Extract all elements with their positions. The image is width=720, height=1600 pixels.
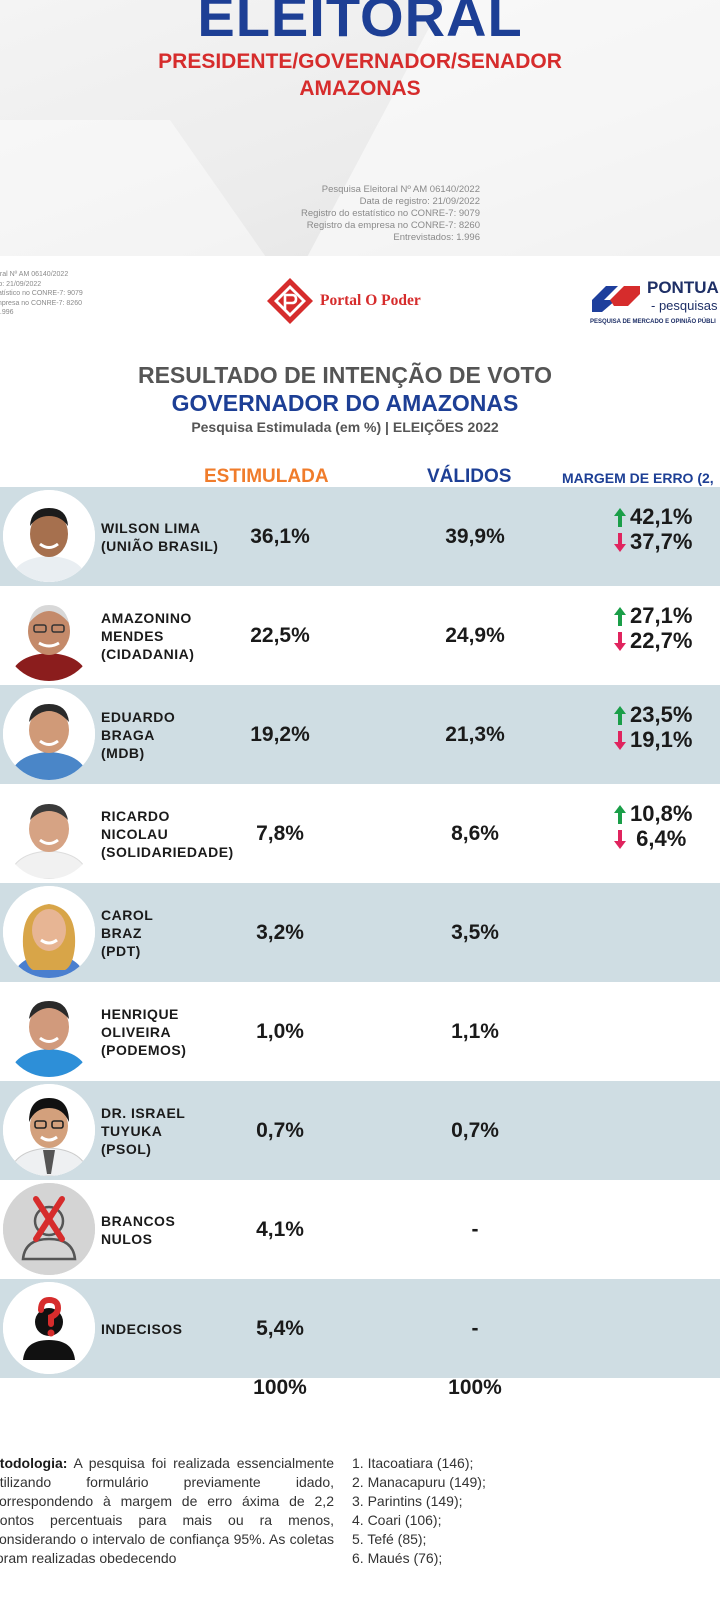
result-title: RESULTADO DE INTENÇÃO DE VOTO <box>137 362 553 388</box>
arrow-down-icon <box>614 532 626 552</box>
arrow-up-icon <box>614 705 626 725</box>
methodology-text: etodologia: A pesquisa foi realizada ess… <box>0 1454 334 1568</box>
validos-value: 39,9% <box>445 524 505 548</box>
arrow-up-icon <box>614 804 626 824</box>
header-banner: ELEITORAL PRESIDENTE/GOVERNADOR/SENADOR … <box>0 0 720 256</box>
candidate-name: HENRIQUE OLIVEIRA (PODEMOS) <box>101 1005 187 1058</box>
margin-of-error: 42,1% 37,7% <box>612 504 692 554</box>
banner-subtitle: PRESIDENTE/GOVERNADOR/SENADOR <box>158 50 562 73</box>
candidate-name: BRANCOS NULOS <box>101 1212 176 1247</box>
list-item: 6. Maués (76); <box>352 1550 443 1566</box>
validos-value: 21,3% <box>445 722 505 746</box>
cities-list: 1. Itacoatiara (146); 2. Manacapuru (149… <box>352 1454 486 1568</box>
candidate-photo-avatar <box>3 886 95 978</box>
office-title: GOVERNADOR DO AMAZONAS <box>171 390 519 416</box>
validos-value: - <box>471 1316 479 1340</box>
candidate-name: RICARDO NICOLAU (SOLIDARIEDADE) <box>101 807 234 860</box>
list-item: 4. Coari (106); <box>352 1512 442 1528</box>
validos-value: - <box>471 1217 479 1241</box>
estimulada-value: 22,5% <box>250 623 310 647</box>
candidate-name: DR. ISRAEL TUYUKA (PSOL) <box>101 1104 186 1157</box>
table-row: EDUARDO BRAGA (MDB) 19,2% 21,3% 23,5% 19… <box>0 685 720 784</box>
table-row: RICARDO NICOLAU (SOLIDARIEDADE) 7,8% 8,6… <box>0 784 720 883</box>
arrow-up-icon <box>614 507 626 527</box>
pontua-name: PONTUA <box>647 278 719 297</box>
table-row: AMAZONINO MENDES (CIDADANIA) 22,5% 24,9%… <box>0 586 720 685</box>
validos-value: 0,7% <box>451 1118 499 1142</box>
pontua-tagline: PESQUISA DE MERCADO E OPINIÃO PÚBLI <box>590 319 716 325</box>
candidate-name: EDUARDO BRAGA (MDB) <box>101 708 176 761</box>
pontua-subtitle: - pesquisas <box>651 298 718 313</box>
banner-state: AMAZONAS <box>299 77 421 100</box>
column-header-margem: MARGEM DE ERRO (2, <box>562 470 714 486</box>
validos-value: 24,9% <box>445 623 505 647</box>
candidate-photo-avatar <box>3 490 95 582</box>
candidate-name: INDECISOS <box>101 1320 183 1337</box>
table-row: WILSON LIMA (UNIÃO BRASIL) 36,1% 39,9% 4… <box>0 487 720 586</box>
table-row: CAROL BRAZ (PDT) 3,2% 3,5% <box>0 883 720 982</box>
candidate-photo-avatar <box>3 1084 95 1176</box>
small-registry-info: oral Nº AM 06140/2022 ro: 21/09/2022 tat… <box>0 271 83 316</box>
candidate-photo-avatar <box>3 985 95 1077</box>
estimulada-value: 36,1% <box>250 524 310 548</box>
survey-subtitle: Pesquisa Estimulada (em %) | ELEIÇÕES 20… <box>191 419 499 435</box>
margin-of-error: 10,8% 6,4% <box>612 801 692 851</box>
candidate-name: AMAZONINO MENDES (CIDADANIA) <box>101 609 195 662</box>
estimulada-value: 4,1% <box>256 1217 304 1241</box>
total-validos: 100% <box>448 1376 502 1399</box>
column-header-validos: VÁLIDOS <box>427 466 512 487</box>
candidate-photo-avatar <box>3 688 95 780</box>
estimulada-value: 5,4% <box>256 1316 304 1340</box>
arrow-up-icon <box>614 606 626 626</box>
table-row: DR. ISRAEL TUYUKA (PSOL) 0,7% 0,7% <box>0 1081 720 1180</box>
estimulada-value: 1,0% <box>256 1019 304 1043</box>
validos-value: 3,5% <box>451 920 499 944</box>
registry-info: Pesquisa Eleitoral Nº AM 06140/2022 Data… <box>300 184 480 243</box>
list-item: 1. Itacoatiara (146); <box>352 1455 474 1471</box>
table-row: INDECISOS 5,4% - <box>0 1279 720 1378</box>
portal-o-poder-logo-icon <box>267 278 313 324</box>
estimulada-value: 7,8% <box>256 821 304 845</box>
list-item: 2. Manacapuru (149); <box>352 1474 486 1490</box>
blank-null-avatar-icon <box>3 1183 95 1275</box>
undecided-avatar-icon <box>3 1282 95 1374</box>
methodology-label: etodologia: <box>0 1455 68 1471</box>
column-header-estimulada: ESTIMULADA <box>204 466 329 487</box>
pontua-logo-icon <box>592 286 640 312</box>
validos-value: 8,6% <box>451 821 499 845</box>
margin-of-error: 23,5% 19,1% <box>612 702 692 752</box>
estimulada-value: 19,2% <box>250 722 310 746</box>
arrow-down-icon <box>614 829 626 849</box>
list-item: 3. Parintins (149); <box>352 1493 463 1509</box>
validos-value: 1,1% <box>451 1019 499 1043</box>
estimulada-value: 3,2% <box>256 920 304 944</box>
candidate-name: WILSON LIMA (UNIÃO BRASIL) <box>101 519 219 554</box>
estimulada-value: 0,7% <box>256 1118 304 1142</box>
table-row: HENRIQUE OLIVEIRA (PODEMOS) 1,0% 1,1% <box>0 982 720 1081</box>
candidate-name: CAROL BRAZ (PDT) <box>101 906 154 959</box>
logo-strip: oral Nº AM 06140/2022 ro: 21/09/2022 tat… <box>0 256 720 344</box>
table-row: BRANCOS NULOS 4,1% - <box>0 1180 720 1279</box>
banner-title: ELEITORAL <box>197 0 523 48</box>
portal-o-poder-name: Portal O Poder <box>320 292 421 309</box>
arrow-down-icon <box>614 631 626 651</box>
arrow-down-icon <box>614 730 626 750</box>
candidate-photo-avatar <box>3 589 95 681</box>
margin-of-error: 27,1% 22,7% <box>612 603 692 653</box>
candidate-photo-avatar <box>3 787 95 879</box>
list-item: 5. Tefé (85); <box>352 1531 427 1547</box>
total-estimulada: 100% <box>253 1376 307 1399</box>
results-table: WILSON LIMA (UNIÃO BRASIL) 36,1% 39,9% 4… <box>0 487 720 1378</box>
